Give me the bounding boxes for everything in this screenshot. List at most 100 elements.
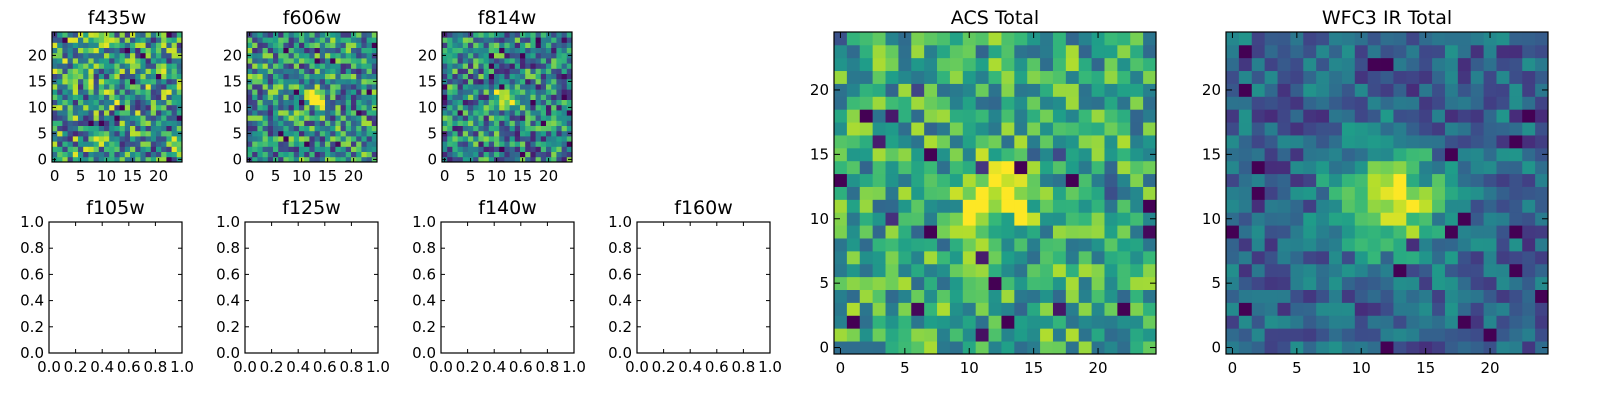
heatmap-cell xyxy=(834,302,848,316)
heatmap-cell xyxy=(104,37,110,43)
heatmap-cell xyxy=(1303,44,1317,59)
heatmap-cell xyxy=(1226,147,1240,162)
heatmap-cell xyxy=(1393,238,1407,252)
heatmap-cell xyxy=(150,156,157,163)
heatmap-cell xyxy=(366,94,373,100)
heatmap-cell xyxy=(88,104,94,111)
heatmap-cell xyxy=(1001,328,1015,342)
heatmap-cell xyxy=(267,99,274,106)
heatmap-cell xyxy=(1522,199,1536,213)
heatmap-cell xyxy=(293,151,300,158)
heatmap-cell xyxy=(156,136,162,142)
heatmap-cell xyxy=(161,42,167,48)
heatmap-cell xyxy=(93,78,100,85)
heatmap-cell xyxy=(314,141,321,147)
heatmap-cell xyxy=(447,52,453,59)
heatmap-cell xyxy=(1264,238,1278,252)
heatmap-cell xyxy=(299,141,305,147)
heatmap-cell xyxy=(872,32,886,46)
heatmap-cell xyxy=(452,146,458,152)
heatmap-cell xyxy=(473,32,479,38)
heatmap-cell xyxy=(109,63,115,69)
heatmap-cell xyxy=(319,42,326,48)
heatmap-cell xyxy=(1303,32,1317,46)
panel-title: f435w xyxy=(88,7,147,29)
heatmap-cell xyxy=(499,151,505,158)
heatmap-cell xyxy=(293,84,300,90)
heatmap-cell xyxy=(1329,44,1343,59)
heatmap-cell xyxy=(561,32,568,38)
heatmap-cell xyxy=(273,63,279,69)
heatmap-cell xyxy=(561,73,568,80)
heatmap-cell xyxy=(488,58,495,64)
heatmap-cell xyxy=(273,42,279,48)
heatmap-cell xyxy=(1065,276,1080,290)
heatmap-cell xyxy=(67,156,74,163)
heatmap-cell xyxy=(1354,160,1369,175)
heatmap-cell xyxy=(488,130,495,137)
heatmap-cell xyxy=(442,63,448,69)
heatmap-cell xyxy=(1432,238,1446,252)
heatmap-cell xyxy=(247,115,253,121)
heatmap-cell xyxy=(98,141,105,147)
heatmap-cell xyxy=(1052,32,1067,46)
heatmap-cell xyxy=(278,42,284,48)
heatmap-cell xyxy=(1303,96,1317,110)
y-tick-label: 15 xyxy=(1202,145,1221,163)
heatmap-cell xyxy=(1406,96,1420,110)
heatmap-cell xyxy=(457,89,464,95)
heatmap-cell xyxy=(483,99,490,106)
heatmap-cell xyxy=(1052,186,1067,200)
heatmap-cell xyxy=(1419,250,1433,265)
heatmap-cell xyxy=(1535,315,1549,329)
heatmap-cell xyxy=(135,47,141,54)
heatmap-cell xyxy=(483,78,490,85)
heatmap-cell xyxy=(319,37,326,43)
heatmap-cell xyxy=(872,96,886,110)
heatmap-cell xyxy=(509,146,516,152)
heatmap-cell xyxy=(509,120,516,126)
heatmap-cell xyxy=(442,115,448,121)
heatmap-cell xyxy=(72,156,79,163)
heatmap-cell xyxy=(452,120,458,126)
heatmap-cell xyxy=(566,110,573,116)
heatmap-cell xyxy=(447,120,453,126)
heatmap-cell xyxy=(1354,122,1369,136)
heatmap-cell xyxy=(57,156,63,163)
heatmap-cell xyxy=(1091,328,1105,342)
heatmap-cell xyxy=(1535,302,1549,316)
heatmap-cell xyxy=(62,94,68,100)
heatmap-cell xyxy=(911,83,925,97)
heatmap-cell xyxy=(257,42,263,48)
heatmap-cell xyxy=(1470,225,1484,239)
heatmap-cell xyxy=(267,58,274,64)
heatmap-cell xyxy=(478,110,484,116)
heatmap-cell xyxy=(520,37,526,43)
heatmap-cell xyxy=(937,160,951,175)
heatmap-cell xyxy=(872,70,886,84)
heatmap-cell xyxy=(371,84,378,90)
heatmap-cell xyxy=(494,94,500,100)
heatmap-cell xyxy=(988,70,1002,84)
heatmap-cell xyxy=(57,99,63,106)
heatmap-cell xyxy=(1264,109,1278,123)
heatmap-cell xyxy=(166,37,172,43)
heatmap-cell xyxy=(314,32,321,38)
heatmap-cell xyxy=(1264,44,1278,59)
heatmap-cell xyxy=(1040,315,1054,329)
heatmap-cell xyxy=(1014,147,1028,162)
heatmap-cell xyxy=(1535,173,1549,187)
heatmap-cell xyxy=(1393,225,1407,239)
heatmap-cell xyxy=(130,99,136,106)
heatmap-cell xyxy=(1393,44,1407,59)
heatmap-cell xyxy=(267,110,274,116)
heatmap-cell xyxy=(859,263,874,278)
heatmap-cell xyxy=(885,250,899,265)
heatmap-cell xyxy=(283,120,289,126)
heatmap-cell xyxy=(1078,186,1092,200)
heatmap-cell xyxy=(273,99,279,106)
heatmap-cell xyxy=(509,110,516,116)
heatmap-cell xyxy=(1509,32,1523,46)
heatmap-cell xyxy=(1251,135,1266,149)
